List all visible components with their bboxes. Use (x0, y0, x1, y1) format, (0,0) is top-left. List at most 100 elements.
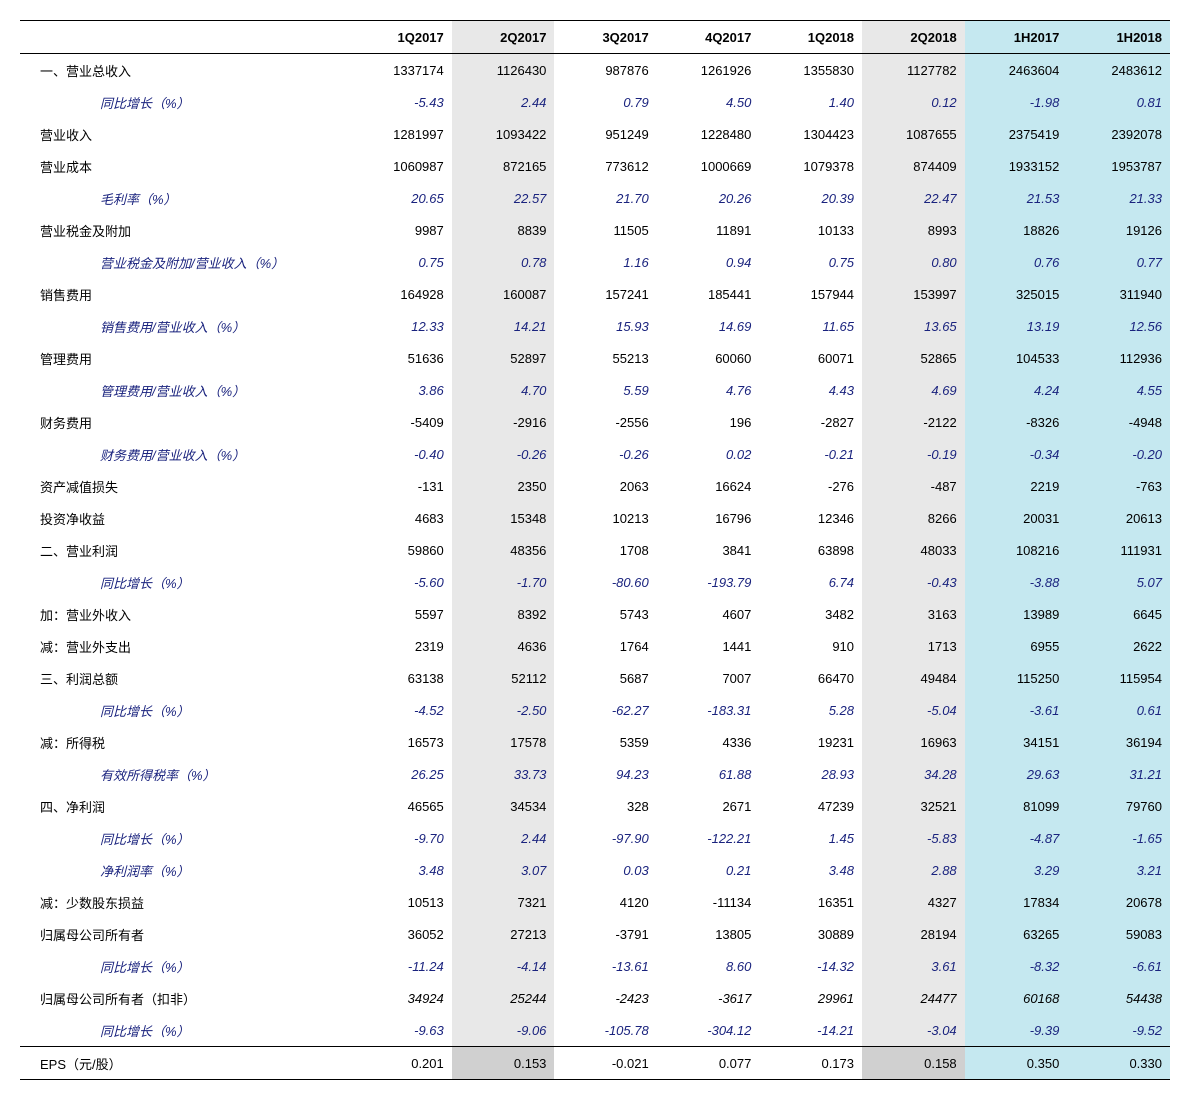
cell-value: 1060987 (349, 150, 452, 182)
cell-value: 0.79 (554, 86, 656, 118)
cell-value: 0.75 (349, 246, 452, 278)
row-label: EPS（元/股） (20, 1047, 349, 1080)
cell-value: 81099 (965, 790, 1068, 822)
cell-value: -0.19 (862, 438, 965, 470)
cell-value: -9.70 (349, 822, 452, 854)
cell-value: 94.23 (554, 758, 656, 790)
cell-value: 11891 (657, 214, 760, 246)
cell-value: 874409 (862, 150, 965, 182)
cell-value: 54438 (1067, 982, 1170, 1014)
cell-value: 0.330 (1067, 1047, 1170, 1080)
table-row: 净利润率（%）3.483.070.030.213.482.883.293.21 (20, 854, 1170, 886)
cell-value: 20031 (965, 502, 1068, 534)
cell-value: 0.077 (657, 1047, 760, 1080)
table-row: 管理费用/营业收入（%）3.864.705.594.764.434.694.24… (20, 374, 1170, 406)
cell-value: 1087655 (862, 118, 965, 150)
cell-value: -131 (349, 470, 452, 502)
cell-value: -11134 (657, 886, 760, 918)
row-label: 有效所得税率（%） (20, 758, 349, 790)
cell-value: -9.52 (1067, 1014, 1170, 1047)
cell-value: 5.07 (1067, 566, 1170, 598)
table-row: 资产减值损失-1312350206316624-276-4872219-763 (20, 470, 1170, 502)
cell-value: 0.350 (965, 1047, 1068, 1080)
cell-value: 34534 (452, 790, 555, 822)
cell-value: 22.47 (862, 182, 965, 214)
row-label: 减：营业外支出 (20, 630, 349, 662)
table-row: 财务费用-5409-2916-2556196-2827-2122-8326-49… (20, 406, 1170, 438)
cell-value: 3.48 (349, 854, 452, 886)
cell-value: 115250 (965, 662, 1068, 694)
cell-value: 160087 (452, 278, 555, 310)
cell-value: -3.88 (965, 566, 1068, 598)
cell-value: 59860 (349, 534, 452, 566)
cell-value: 3841 (657, 534, 760, 566)
cell-value: 3482 (759, 598, 862, 630)
cell-value: 3163 (862, 598, 965, 630)
cell-value: 1764 (554, 630, 656, 662)
table-row: 销售费用/营业收入（%）12.3314.2115.9314.6911.6513.… (20, 310, 1170, 342)
cell-value: 33.73 (452, 758, 555, 790)
cell-value: -62.27 (554, 694, 656, 726)
cell-value: 2219 (965, 470, 1068, 502)
cell-value: 0.153 (452, 1047, 555, 1080)
table-row: 减：少数股东损益1051373214120-111341635143271783… (20, 886, 1170, 918)
cell-value: 20.65 (349, 182, 452, 214)
cell-value: -9.63 (349, 1014, 452, 1047)
row-label: 销售费用 (20, 278, 349, 310)
cell-value: 9987 (349, 214, 452, 246)
header-blank (20, 21, 349, 54)
cell-value: -0.021 (554, 1047, 656, 1080)
row-label: 销售费用/营业收入（%） (20, 310, 349, 342)
cell-value: 111931 (1067, 534, 1170, 566)
table-row: 归属母公司所有者（扣非）3492425244-2423-361729961244… (20, 982, 1170, 1014)
cell-value: 7321 (452, 886, 555, 918)
table-row: 有效所得税率（%）26.2533.7394.2361.8828.9334.282… (20, 758, 1170, 790)
table-row: 归属母公司所有者3605227213-379113805308892819463… (20, 918, 1170, 950)
cell-value: 108216 (965, 534, 1068, 566)
cell-value: 0.80 (862, 246, 965, 278)
cell-value: 27213 (452, 918, 555, 950)
cell-value: 20613 (1067, 502, 1170, 534)
cell-value: 5597 (349, 598, 452, 630)
col-header: 1H2017 (965, 21, 1068, 54)
cell-value: 2063 (554, 470, 656, 502)
table-row: EPS（元/股）0.2010.153-0.0210.0770.1730.1580… (20, 1047, 1170, 1080)
cell-value: 12.56 (1067, 310, 1170, 342)
cell-value: 66470 (759, 662, 862, 694)
cell-value: 15348 (452, 502, 555, 534)
cell-value: 61.88 (657, 758, 760, 790)
row-label: 营业税金及附加 (20, 214, 349, 246)
cell-value: 10133 (759, 214, 862, 246)
cell-value: 4.69 (862, 374, 965, 406)
cell-value: 0.158 (862, 1047, 965, 1080)
cell-value: 0.03 (554, 854, 656, 886)
cell-value: 1933152 (965, 150, 1068, 182)
row-label: 同比增长（%） (20, 86, 349, 118)
cell-value: -2423 (554, 982, 656, 1014)
cell-value: 5.59 (554, 374, 656, 406)
cell-value: 910 (759, 630, 862, 662)
cell-value: 34.28 (862, 758, 965, 790)
cell-value: 49484 (862, 662, 965, 694)
table-row: 同比增长（%）-5.60-1.70-80.60-193.796.74-0.43-… (20, 566, 1170, 598)
cell-value: 0.02 (657, 438, 760, 470)
table-row: 销售费用164928160087157241185441157944153997… (20, 278, 1170, 310)
cell-value: 63265 (965, 918, 1068, 950)
cell-value: 1953787 (1067, 150, 1170, 182)
cell-value: 0.21 (657, 854, 760, 886)
cell-value: 4636 (452, 630, 555, 662)
cell-value: 4.70 (452, 374, 555, 406)
cell-value: 164928 (349, 278, 452, 310)
cell-value: -0.34 (965, 438, 1068, 470)
cell-value: -14.21 (759, 1014, 862, 1047)
cell-value: 1281997 (349, 118, 452, 150)
cell-value: 1000669 (657, 150, 760, 182)
cell-value: 20678 (1067, 886, 1170, 918)
cell-value: -0.43 (862, 566, 965, 598)
cell-value: 13.19 (965, 310, 1068, 342)
row-label: 归属母公司所有者 (20, 918, 349, 950)
cell-value: 22.57 (452, 182, 555, 214)
cell-value: 52897 (452, 342, 555, 374)
cell-value: 34151 (965, 726, 1068, 758)
col-header: 1Q2017 (349, 21, 452, 54)
